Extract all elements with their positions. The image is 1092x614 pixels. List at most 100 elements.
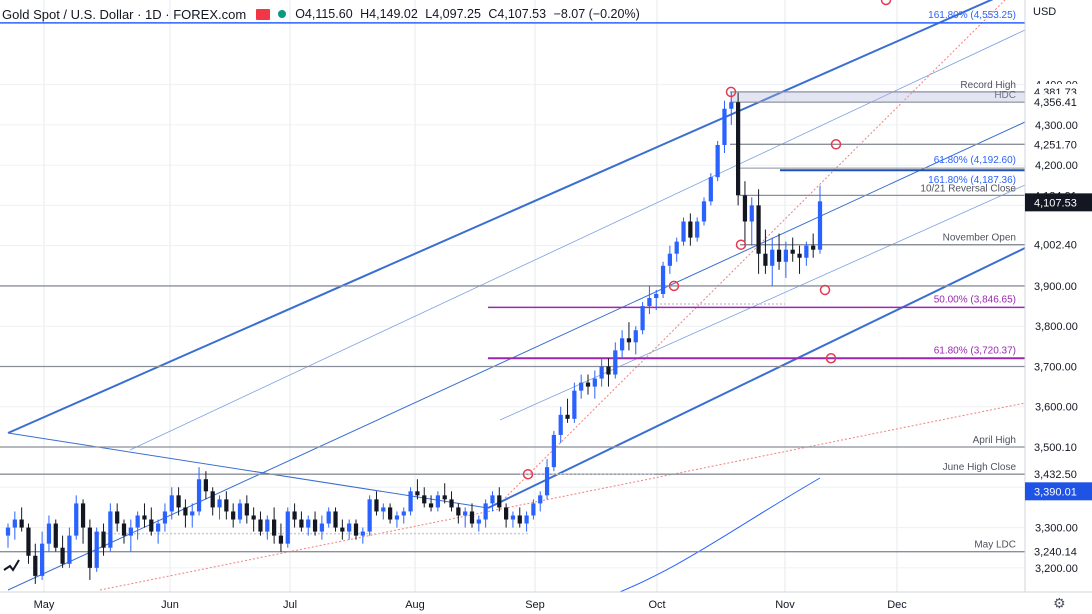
gear-icon[interactable]: ⚙ bbox=[1053, 595, 1066, 611]
x-tick-0: May bbox=[34, 599, 55, 611]
candle-body-56 bbox=[388, 507, 393, 520]
y-tick-10: 4,200.00 bbox=[1035, 160, 1078, 172]
candle-body-64 bbox=[442, 495, 447, 500]
candle-body-90 bbox=[620, 338, 625, 351]
candle-body-51 bbox=[353, 523, 359, 536]
candle-body-119 bbox=[817, 201, 823, 250]
pivot-marker-0 bbox=[522, 468, 534, 480]
x-tick-5: Oct bbox=[648, 599, 665, 611]
candle-body-4 bbox=[33, 555, 38, 576]
candle-body-22 bbox=[156, 523, 161, 532]
change-value: −8.07 (−0.20%) bbox=[553, 7, 640, 21]
candle-body-108 bbox=[742, 195, 748, 222]
candle-body-100 bbox=[688, 221, 693, 238]
candle-body-112 bbox=[770, 249, 775, 266]
pivot-marker-2 bbox=[735, 239, 747, 250]
candle-body-9 bbox=[67, 535, 72, 564]
y-tick-0: 3,200.00 bbox=[1035, 563, 1078, 575]
candle-body-95 bbox=[654, 293, 659, 299]
level-tag-9: 3,240.14 bbox=[1034, 547, 1077, 559]
candle-body-67 bbox=[463, 511, 468, 516]
ohlc-readout: O4,115.60 H4,149.02 L4,097.25 C4,107.53 … bbox=[295, 7, 644, 21]
candle-body-111 bbox=[763, 253, 768, 266]
pitchfork-base-line bbox=[7, 432, 489, 509]
candle-body-77 bbox=[531, 503, 536, 516]
candle-body-70 bbox=[483, 503, 488, 520]
candle-body-60 bbox=[415, 491, 420, 496]
candle-body-1 bbox=[12, 519, 17, 528]
candle-body-52 bbox=[360, 531, 365, 536]
pivot-marker-1 bbox=[668, 280, 680, 292]
candle-body-2 bbox=[19, 519, 24, 528]
candle-body-17 bbox=[121, 523, 127, 536]
level-tag-bg-8 bbox=[1027, 466, 1091, 483]
candle-body-96 bbox=[660, 265, 666, 294]
candle-body-30 bbox=[210, 491, 215, 508]
currency-label[interactable]: USD bbox=[1033, 6, 1057, 18]
candle-body-3 bbox=[26, 527, 31, 556]
candle-body-82 bbox=[565, 414, 570, 419]
candle-body-54 bbox=[374, 499, 379, 512]
candle-body-84 bbox=[579, 382, 584, 391]
y-tick-11: 4,300.00 bbox=[1035, 120, 1078, 132]
candle-body-38 bbox=[265, 519, 270, 532]
candle-body-29 bbox=[203, 479, 208, 492]
candle-body-117 bbox=[804, 245, 809, 258]
candle-body-50 bbox=[347, 523, 352, 532]
candle-body-11 bbox=[80, 503, 86, 528]
channel-quarter-line bbox=[129, 29, 1026, 451]
level-tag-4: 4,002.40 bbox=[1034, 240, 1077, 252]
candle-body-63 bbox=[435, 495, 440, 508]
candle-body-91 bbox=[626, 338, 632, 343]
candle-body-97 bbox=[667, 253, 672, 266]
plot-area bbox=[0, 0, 1025, 592]
y-tick-1: 3,300.00 bbox=[1035, 523, 1078, 535]
level-tag-bg-5 bbox=[1027, 277, 1091, 294]
y-tick-4: 3,600.00 bbox=[1035, 402, 1078, 414]
candle-body-21 bbox=[149, 519, 154, 532]
chart-header: Gold Spot / U.S. Dollar · 1D · FOREX.com… bbox=[0, 0, 644, 28]
level-label-7: April High bbox=[973, 435, 1016, 446]
candle-body-33 bbox=[231, 511, 236, 520]
candle-body-71 bbox=[490, 495, 495, 504]
candle-body-20 bbox=[142, 515, 147, 520]
candle-body-102 bbox=[701, 201, 707, 222]
candle-body-48 bbox=[333, 511, 338, 528]
candle-body-65 bbox=[449, 499, 454, 508]
pivot-marker-6 bbox=[825, 353, 837, 364]
flag-icon[interactable] bbox=[256, 8, 271, 20]
candle-body-23 bbox=[162, 511, 168, 524]
candle-body-35 bbox=[244, 503, 249, 516]
candle-body-110 bbox=[756, 205, 761, 254]
candle-body-5 bbox=[40, 543, 45, 576]
candle-body-53 bbox=[367, 499, 372, 532]
candle-body-86 bbox=[592, 378, 597, 387]
x-tick-3: Aug bbox=[405, 599, 425, 611]
candle-body-41 bbox=[285, 511, 290, 544]
candle-body-49 bbox=[340, 527, 345, 532]
level-label-9: May LDC bbox=[974, 540, 1016, 551]
y-tick-6: 3,800.00 bbox=[1035, 321, 1078, 333]
slope-line-lower bbox=[99, 402, 1026, 591]
candle-body-80 bbox=[551, 434, 556, 468]
candle-body-15 bbox=[108, 511, 113, 548]
candle-body-113 bbox=[776, 249, 782, 262]
candle-body-75 bbox=[517, 515, 522, 524]
candle-body-25 bbox=[176, 495, 181, 508]
candle-body-101 bbox=[695, 221, 700, 238]
pivot-marker-7 bbox=[880, 0, 892, 6]
candle-body-7 bbox=[53, 523, 58, 548]
candle-body-16 bbox=[115, 511, 120, 524]
candle-body-69 bbox=[476, 519, 481, 524]
high-value: H4,149.02 bbox=[360, 7, 418, 21]
candle-body-72 bbox=[497, 495, 502, 508]
candle-body-76 bbox=[524, 515, 529, 524]
candle-body-44 bbox=[306, 519, 311, 528]
candle-body-118 bbox=[811, 245, 816, 250]
candle-body-26 bbox=[183, 507, 188, 516]
x-tick-6: Nov bbox=[775, 599, 795, 611]
candle-body-39 bbox=[272, 519, 277, 536]
symbol-title[interactable]: Gold Spot / U.S. Dollar · 1D · FOREX.com bbox=[2, 6, 247, 22]
level-label-4: November Open bbox=[943, 233, 1016, 244]
